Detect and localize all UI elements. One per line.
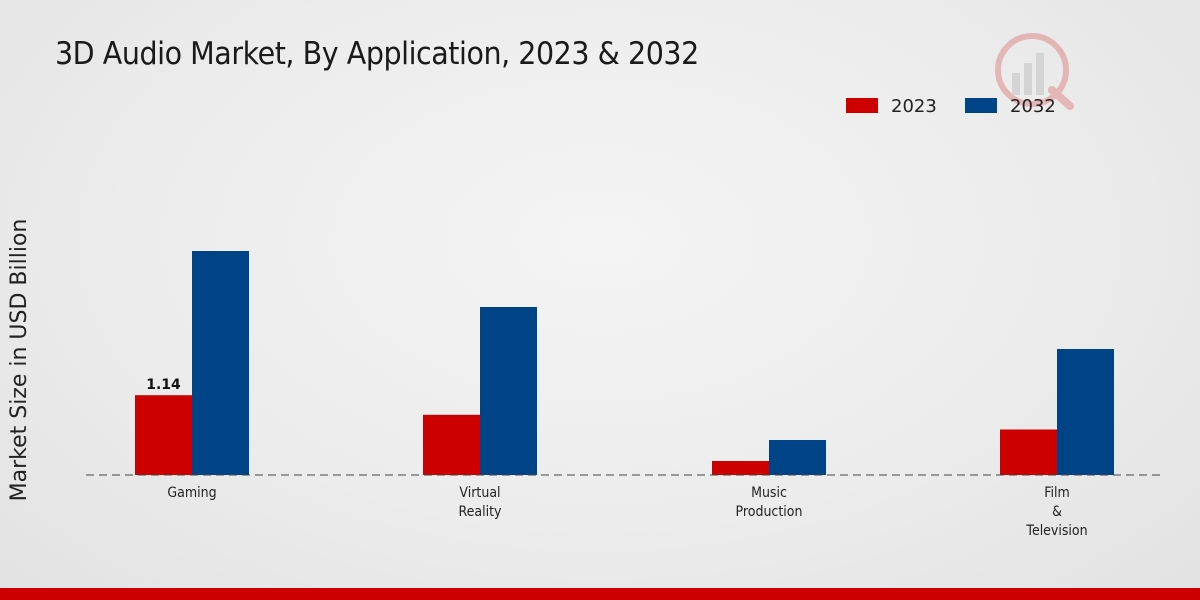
logo-bar-chart-icon (995, 33, 1074, 110)
legend-swatch-2032 (965, 98, 997, 113)
bar-2032-1 (480, 307, 537, 475)
bar-2023-3 (1000, 429, 1057, 475)
bar-2023-0 (135, 395, 192, 475)
legend-swatch-2023 (846, 98, 878, 113)
x-tick-label-0: Gaming (167, 485, 216, 501)
data-label-0: 1.14 (146, 377, 181, 393)
legend-label-2023: 2023 (891, 96, 937, 117)
bar-2032-3 (1057, 349, 1114, 475)
x-tick-label-2: Music Production (736, 485, 803, 520)
bar-2023-2 (712, 461, 769, 475)
y-axis-label: Market Size in USD Billion (7, 219, 32, 502)
bar-2032-2 (769, 440, 826, 475)
chart-title: 3D Audio Market, By Application, 2023 & … (55, 36, 699, 72)
bottom-accent-bar (0, 588, 1200, 600)
bar-2032-0 (192, 251, 249, 475)
bar-2023-1 (423, 414, 480, 475)
x-tick-label-1: Virtual Reality (458, 485, 501, 520)
x-tick-label-3: Film & Television (1025, 485, 1087, 539)
legend-label-2032: 2032 (1010, 96, 1056, 117)
